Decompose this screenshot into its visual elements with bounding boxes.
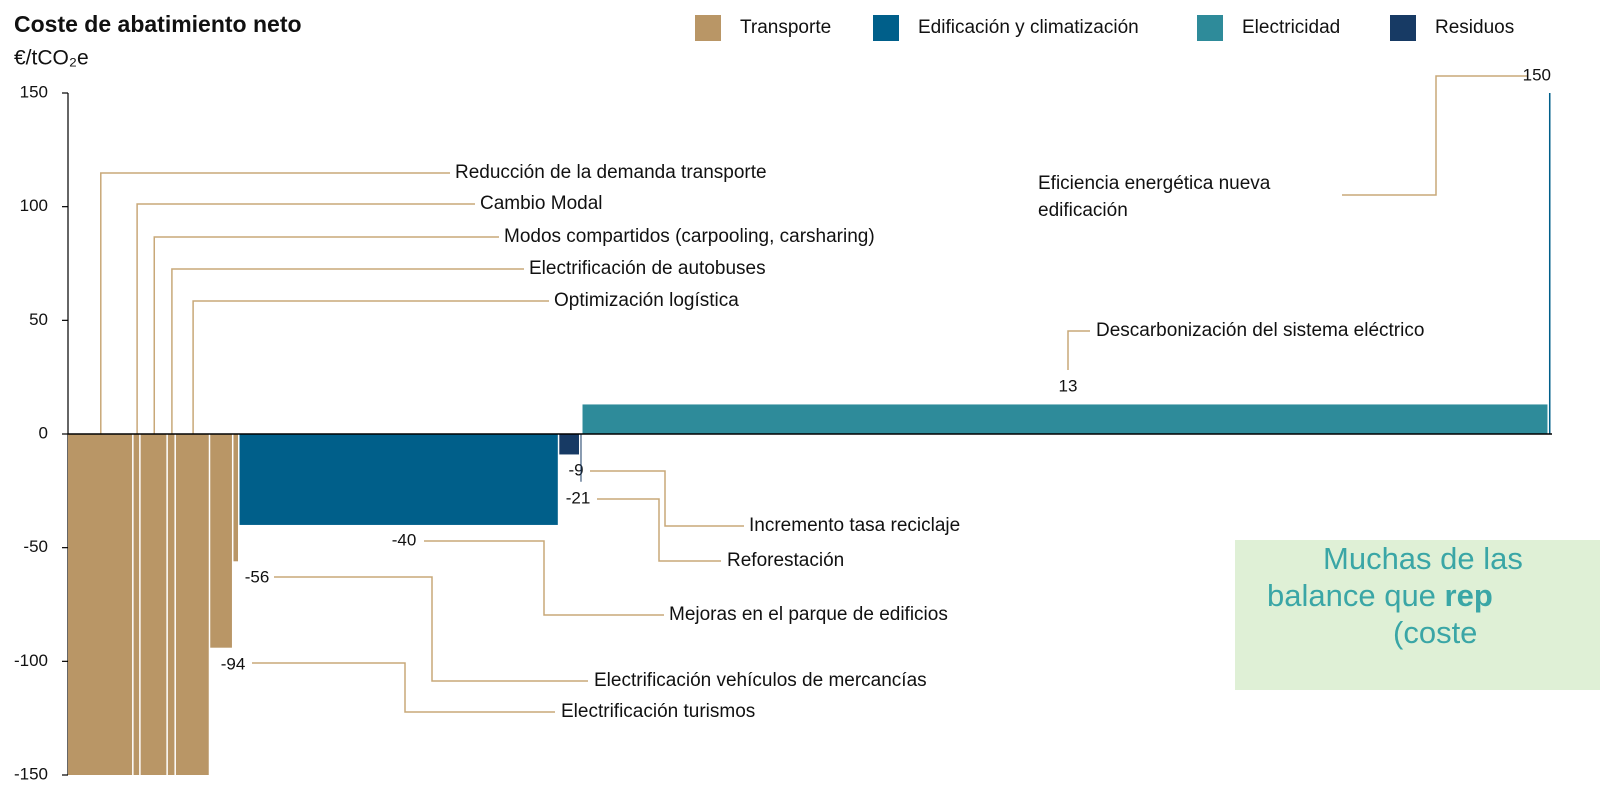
- value-label: -56: [245, 567, 270, 586]
- bar: [175, 434, 209, 775]
- callout: Muchas de las balance que rep (coste: [1235, 540, 1600, 690]
- callout-text: balance que: [1267, 578, 1445, 613]
- y-tick-label: 100: [20, 196, 48, 215]
- bar: [167, 434, 175, 775]
- callout-bold: rep: [1444, 578, 1493, 613]
- chart-title: Coste de abatimiento neto: [14, 11, 302, 37]
- bar: [140, 434, 167, 775]
- legend-label: Residuos: [1435, 17, 1514, 38]
- annotation-label: Descarbonización del sistema eléctrico: [1096, 320, 1424, 341]
- annotation-label: Optimización logística: [554, 290, 739, 311]
- value-label: -9: [568, 460, 583, 479]
- legend-swatch: [873, 15, 899, 41]
- leader-line: [597, 498, 721, 562]
- leader-line: [424, 540, 664, 616]
- bar: [68, 434, 133, 775]
- leader-line: [274, 576, 588, 682]
- leader-line: [192, 300, 549, 434]
- bar: [1548, 93, 1551, 434]
- annotation-label: Electrificación de autobuses: [529, 258, 766, 279]
- legend-swatch: [1197, 15, 1223, 41]
- annotation-label: Reducción de la demanda transporte: [455, 162, 767, 183]
- y-tick-label: 0: [39, 423, 48, 442]
- bar: [580, 434, 582, 482]
- y-axis-label: €/tCO₂e: [14, 47, 89, 70]
- value-label: -40: [392, 530, 417, 549]
- legend-label: Transporte: [740, 17, 831, 38]
- callout-line: Muchas de las: [1323, 541, 1523, 576]
- annotation-label: Electrificación turismos: [561, 701, 755, 722]
- bar: [239, 434, 558, 525]
- value-label: -94: [221, 654, 246, 673]
- legend-label: Edificación y climatización: [918, 17, 1139, 38]
- value-label: -21: [566, 488, 591, 507]
- leader-line: [153, 236, 499, 434]
- annotation-label: Eficiencia energética nueva edificación: [1038, 173, 1271, 221]
- legend-label: Electricidad: [1242, 17, 1340, 38]
- annotation-label: Reforestación: [727, 550, 844, 571]
- leader-line: [171, 268, 524, 434]
- leader-line: [100, 172, 450, 434]
- annotation-label: Electrificación vehículos de mercancías: [594, 670, 927, 691]
- y-tick-label: -50: [23, 537, 48, 556]
- annotation-label: Incremento tasa reciclaje: [749, 515, 960, 536]
- annotation-label: Modos compartidos (carpooling, carsharin…: [504, 226, 875, 247]
- callout-line: (coste: [1393, 615, 1478, 650]
- leader-line: [1067, 330, 1090, 370]
- bar: [559, 434, 579, 455]
- y-tick-label: 50: [29, 310, 48, 329]
- leader-line: [1342, 75, 1528, 196]
- bar: [233, 434, 239, 562]
- leader-line: [252, 662, 555, 713]
- annotation-label: Mejoras en el parque de edificios: [669, 604, 948, 625]
- leader-line: [136, 203, 475, 434]
- bar: [210, 434, 232, 648]
- legend-swatch: [695, 15, 721, 41]
- annotation-label: Cambio Modal: [480, 193, 603, 214]
- value-label: 13: [1059, 376, 1078, 395]
- value-label: 150: [1523, 65, 1551, 84]
- callout-line: balance que rep: [1235, 577, 1600, 614]
- y-tick-label: -100: [14, 651, 48, 670]
- leader-line: [590, 470, 744, 527]
- y-tick-label: 150: [20, 82, 48, 101]
- legend-swatch: [1390, 15, 1416, 41]
- y-tick-label: -150: [14, 764, 48, 783]
- bar: [133, 434, 140, 775]
- bar: [582, 404, 1548, 434]
